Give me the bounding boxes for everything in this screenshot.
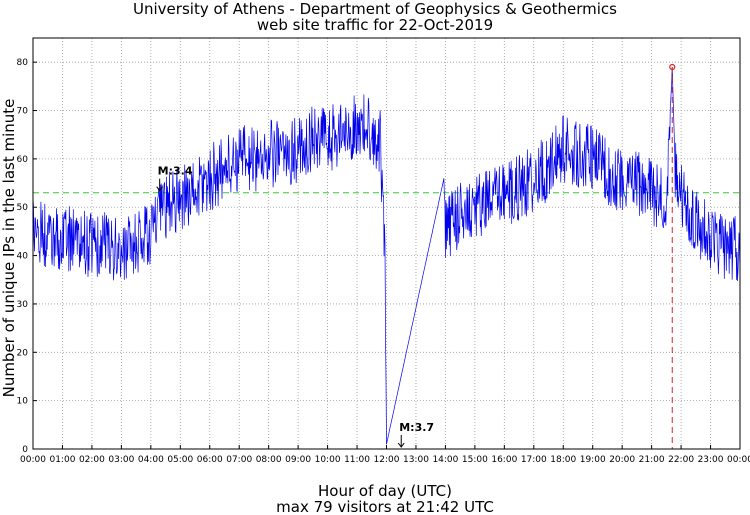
y-tick-label: 10	[17, 397, 29, 407]
annotation-arrow-head	[397, 442, 405, 448]
x-tick-label: 17:00	[521, 455, 547, 465]
annotation-label: M:3.4	[158, 165, 193, 178]
chart-title-line-1: University of Athens - Department of Geo…	[133, 0, 617, 18]
y-tick-label: 20	[17, 348, 29, 358]
chart-title-line-2: web site traffic for 22-Oct-2019	[257, 16, 493, 34]
chart-subtitle: max 79 visitors at 21:42 UTC	[276, 498, 494, 515]
max-marker-circle	[669, 63, 676, 71]
x-axis-label: Hour of day (UTC)	[318, 482, 452, 500]
y-tick-label: 0	[22, 445, 28, 455]
x-tick-label: 22:00	[668, 455, 694, 465]
x-tick-label: 11:00	[344, 455, 370, 465]
series-line-visitors	[32, 66, 741, 445]
annotation-arrow-head	[156, 186, 164, 192]
y-tick-label: 30	[17, 300, 29, 310]
annotation-label: M:3.7	[399, 421, 434, 434]
x-tick-label: 20:00	[609, 455, 635, 465]
y-tick-label: 70	[17, 107, 29, 117]
series-layer	[32, 66, 741, 445]
x-tick-label: 00:00	[727, 455, 750, 465]
x-tick-label: 18:00	[550, 455, 576, 465]
x-tick-label: 19:00	[580, 455, 606, 465]
x-tick-label: 07:00	[226, 455, 252, 465]
x-tick-label: 21:00	[639, 455, 665, 465]
x-axis-ticks: 00:00 01:00 02:00 03:00 04:00 05:00 06:00 07:00…	[20, 445, 750, 465]
x-tick-label: 06:00	[197, 455, 223, 465]
y-axis-ticks: 0 10 20 30 40 50 60 70 80	[17, 58, 37, 455]
max-marker-layer	[669, 63, 676, 449]
y-tick-label: 80	[17, 58, 29, 68]
y-axis-label: Number of unique IPs in the last minute	[0, 99, 18, 398]
y-tick-label: 40	[17, 252, 29, 262]
x-tick-label: 05:00	[167, 455, 193, 465]
grid	[33, 38, 740, 449]
x-tick-label: 04:00	[138, 455, 164, 465]
x-tick-label: 02:00	[79, 455, 105, 465]
x-tick-label: 09:00	[285, 455, 311, 465]
x-tick-label: 23:00	[698, 455, 724, 465]
x-tick-label: 14:00	[432, 455, 458, 465]
y-tick-label: 60	[17, 155, 29, 165]
x-tick-label: 15:00	[462, 455, 488, 465]
x-tick-label: 00:00	[20, 455, 46, 465]
x-tick-label: 13:00	[403, 455, 429, 465]
x-tick-label: 16:00	[491, 455, 517, 465]
x-tick-label: 08:00	[256, 455, 282, 465]
x-tick-label: 12:00	[374, 455, 400, 465]
annotations: M:3.4 M:3.7	[156, 165, 434, 448]
x-tick-label: 01:00	[49, 455, 75, 465]
plot-frame	[32, 37, 741, 450]
y-tick-label: 50	[17, 203, 29, 213]
x-tick-label: 03:00	[108, 455, 134, 465]
x-tick-label: 10:00	[315, 455, 341, 465]
